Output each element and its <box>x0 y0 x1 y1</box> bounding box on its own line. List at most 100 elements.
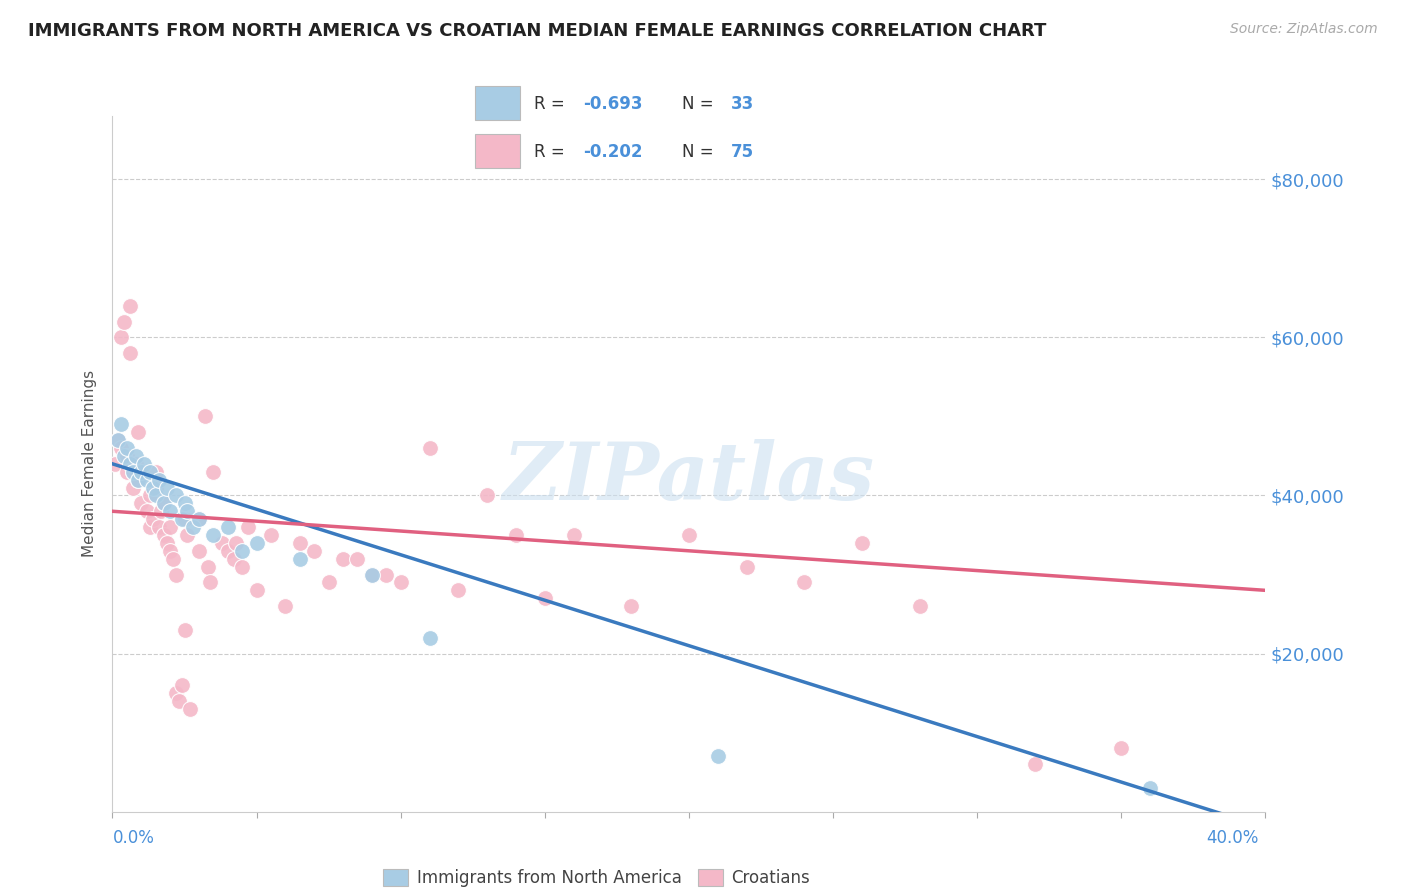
Point <box>170 512 193 526</box>
Point <box>245 583 267 598</box>
FancyBboxPatch shape <box>475 135 520 168</box>
Point <box>139 465 162 479</box>
Text: R =: R = <box>534 95 571 112</box>
Point <box>118 457 141 471</box>
Point <box>188 512 211 526</box>
Point <box>419 441 441 455</box>
Point <box>288 536 311 550</box>
Point <box>165 488 187 502</box>
Point <box>447 583 470 598</box>
Point <box>360 567 382 582</box>
Point <box>288 551 311 566</box>
Point <box>274 599 297 614</box>
Point <box>181 520 204 534</box>
Point <box>134 457 156 471</box>
Point <box>678 528 700 542</box>
Point <box>139 520 162 534</box>
Text: Source: ZipAtlas.com: Source: ZipAtlas.com <box>1230 22 1378 37</box>
Point <box>222 551 245 566</box>
Point <box>173 512 195 526</box>
Text: 75: 75 <box>731 143 754 161</box>
Point <box>217 520 239 534</box>
Point <box>231 544 253 558</box>
Point <box>153 496 176 510</box>
Point <box>150 504 173 518</box>
Point <box>1139 780 1161 795</box>
Point <box>360 567 382 582</box>
Point <box>162 551 184 566</box>
Point <box>139 488 162 502</box>
Point <box>202 528 225 542</box>
Point <box>118 346 141 360</box>
Point <box>127 473 149 487</box>
Point <box>231 559 253 574</box>
Point <box>115 465 138 479</box>
Point <box>107 433 129 447</box>
Point <box>194 409 217 424</box>
Point <box>145 465 167 479</box>
Point <box>851 536 873 550</box>
Point <box>118 299 141 313</box>
Point <box>1111 741 1133 756</box>
Point <box>179 702 201 716</box>
Point <box>121 465 143 479</box>
Text: 33: 33 <box>731 95 755 112</box>
Point <box>129 465 153 479</box>
Point <box>236 520 259 534</box>
Point <box>173 623 195 637</box>
Point <box>115 449 138 463</box>
Text: ZIPatlas: ZIPatlas <box>503 439 875 516</box>
Point <box>142 481 165 495</box>
Point <box>159 544 181 558</box>
Point <box>107 433 129 447</box>
Text: -0.202: -0.202 <box>583 143 643 161</box>
Point <box>153 528 176 542</box>
Point <box>211 536 233 550</box>
Point <box>375 567 398 582</box>
Point <box>245 536 267 550</box>
Point <box>304 544 326 558</box>
Point <box>127 473 149 487</box>
Point <box>389 575 412 590</box>
Point <box>136 473 159 487</box>
Point <box>475 488 498 502</box>
Point <box>145 488 167 502</box>
Point <box>156 536 179 550</box>
Point <box>908 599 931 614</box>
Point <box>165 686 187 700</box>
Point <box>159 520 181 534</box>
Point <box>104 457 127 471</box>
Point <box>562 528 585 542</box>
Point <box>170 678 193 692</box>
Point <box>188 544 211 558</box>
Text: 40.0%: 40.0% <box>1206 829 1258 847</box>
Point <box>346 551 368 566</box>
Point <box>148 473 170 487</box>
Point <box>202 465 225 479</box>
Point <box>197 559 219 574</box>
Point <box>142 512 165 526</box>
Point <box>225 536 247 550</box>
Point <box>136 504 159 518</box>
Text: R =: R = <box>534 143 571 161</box>
Point <box>706 749 728 764</box>
Point <box>112 449 135 463</box>
Point <box>129 496 153 510</box>
Point <box>124 449 146 463</box>
Text: 0.0%: 0.0% <box>112 829 155 847</box>
Point <box>134 465 156 479</box>
Point <box>793 575 815 590</box>
Point <box>145 481 167 495</box>
Point <box>121 465 143 479</box>
Text: -0.693: -0.693 <box>583 95 643 112</box>
Point <box>148 520 170 534</box>
Point <box>156 481 179 495</box>
Point <box>110 330 132 344</box>
Point <box>173 496 195 510</box>
Point <box>1024 757 1046 772</box>
Point <box>167 694 190 708</box>
Point <box>318 575 340 590</box>
Point <box>115 441 138 455</box>
Point <box>110 417 132 432</box>
Point <box>188 512 211 526</box>
